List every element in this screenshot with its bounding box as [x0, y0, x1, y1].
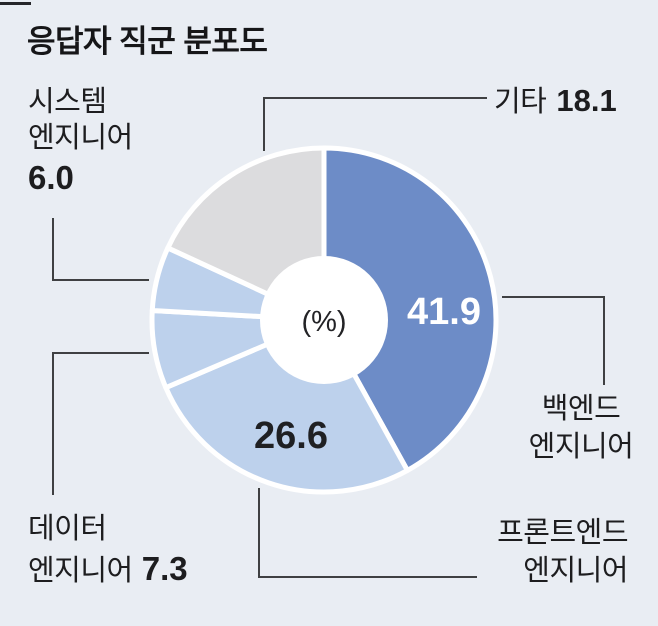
donut-center-unit-label: (%)	[301, 306, 346, 338]
callout-etc-value: 18.1	[556, 83, 617, 118]
leader-line-backend-vertical	[603, 296, 605, 385]
callout-data-engineer: 데이터 엔지니어 7.3	[28, 509, 188, 591]
chart-title: 응답자 직군 분포도	[27, 24, 268, 59]
callout-etc-text: 기타	[494, 86, 547, 118]
value-label-backend: 41.9	[407, 291, 481, 333]
callout-backend-line1: 백엔드	[541, 393, 621, 425]
value-label-frontend: 26.6	[254, 415, 328, 457]
callout-data-line2: 엔지니어	[28, 555, 133, 587]
leader-line-etc-vertical	[263, 97, 265, 151]
callout-backend-engineer: 백엔드 엔지니어	[529, 390, 634, 466]
leader-line-frontend-horizontal	[258, 576, 477, 578]
donut-hole	[260, 256, 388, 384]
leader-line-system-horizontal	[52, 279, 149, 281]
callout-backend-line2: 엔지니어	[528, 431, 634, 463]
donut-slices	[149, 145, 499, 495]
callout-frontend-line1: 프론트엔드	[497, 517, 628, 549]
leader-line-system-vertical	[52, 218, 54, 281]
leader-line-backend-horizontal	[502, 296, 605, 298]
leader-line-data-vertical	[52, 352, 54, 495]
callout-data-value: 7.3	[141, 550, 188, 587]
callout-frontend-engineer: 프론트엔드 엔지니어	[497, 514, 628, 590]
callout-system-engineer: 시스템 엔지니어 6.0	[28, 84, 133, 200]
top-border-line	[0, 2, 31, 5]
callout-etc: 기타 18.1	[494, 83, 617, 120]
donut-slice-backend	[321, 145, 499, 473]
callout-system-value: 6.0	[28, 159, 74, 196]
callout-data-line1: 데이터	[28, 513, 107, 545]
leader-line-data-horizontal	[52, 352, 149, 354]
leader-line-frontend-vertical	[258, 488, 260, 578]
callout-frontend-line2: 엔지니어	[523, 555, 628, 587]
leader-line-etc-horizontal	[263, 97, 487, 99]
callout-system-line2: 엔지니어	[28, 122, 133, 154]
callout-system-line1: 시스템	[28, 86, 107, 118]
